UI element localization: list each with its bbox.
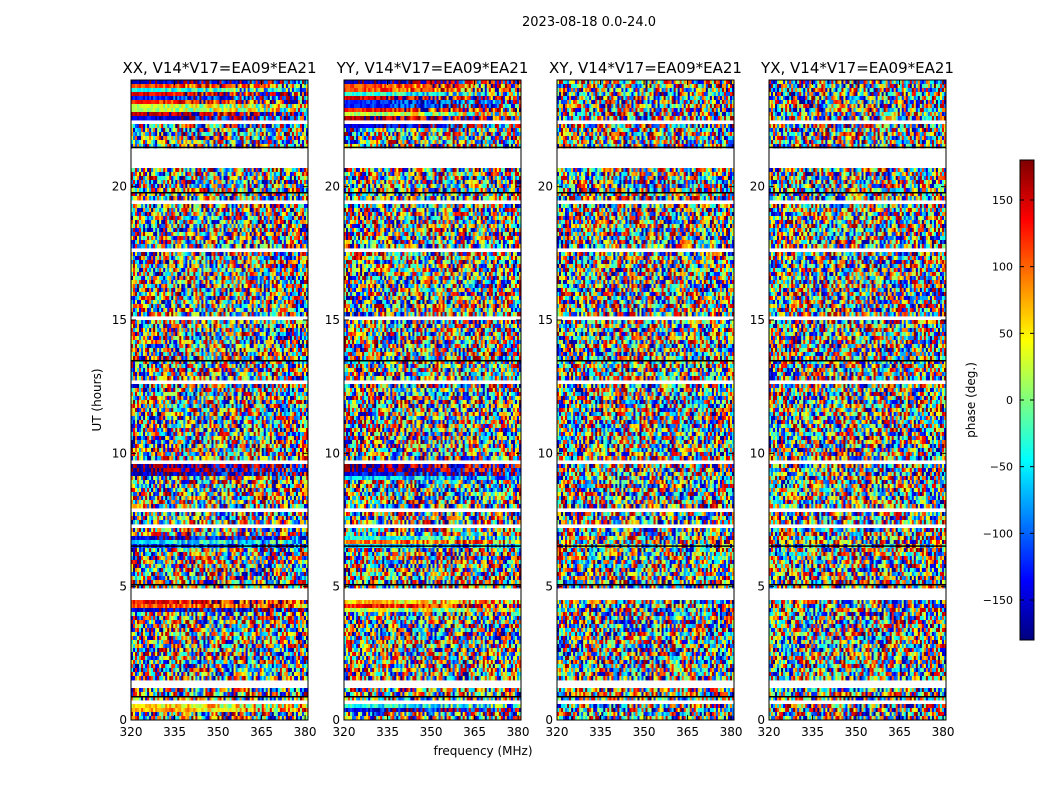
x-tick-label: 350 xyxy=(207,725,230,739)
y-tick-label: 5 xyxy=(119,580,127,594)
phase-heatmap xyxy=(557,80,734,720)
x-tick-label: 380 xyxy=(932,725,955,739)
panel-frame xyxy=(768,79,947,721)
x-axis-label: frequency (MHz) xyxy=(433,744,532,758)
y-tick-label: 15 xyxy=(112,313,127,327)
x-tick-label: 365 xyxy=(676,725,699,739)
phase-heatmap xyxy=(769,80,946,720)
colorbar-tick-label: 150 xyxy=(992,194,1013,207)
x-tick-label: 380 xyxy=(507,725,530,739)
x-tick-label: 320 xyxy=(333,725,356,739)
y-tick-label: 0 xyxy=(119,713,127,727)
y-tick-label: 0 xyxy=(332,713,340,727)
y-tick-label: 20 xyxy=(538,180,553,194)
x-tick-label: 380 xyxy=(720,725,743,739)
colorbar-tick-label: −100 xyxy=(983,527,1013,540)
panel-frame xyxy=(130,79,309,721)
panel-title: YY, V14*V17=EA09*EA21 xyxy=(336,59,529,77)
x-tick-label: 335 xyxy=(801,725,824,739)
x-tick-label: 335 xyxy=(163,725,186,739)
colorbar-tick-label: 50 xyxy=(999,327,1013,340)
phase-heatmap xyxy=(131,80,308,720)
x-tick-label: 350 xyxy=(420,725,443,739)
phase-heatmap xyxy=(344,80,521,720)
x-tick-label: 365 xyxy=(888,725,911,739)
colorbar-label: phase (deg.) xyxy=(964,362,978,438)
colorbar: 150 100 50 0 −50 −100 −150 phase (deg.) xyxy=(964,159,1035,641)
x-tick-label: 365 xyxy=(463,725,486,739)
y-tick-label: 20 xyxy=(325,180,340,194)
y-tick-label: 10 xyxy=(750,446,765,460)
y-tick-label: 15 xyxy=(538,313,553,327)
panel-title: XX, V14*V17=EA09*EA21 xyxy=(122,59,316,77)
panel-frame xyxy=(343,79,522,721)
panel-title: XY, V14*V17=EA09*EA21 xyxy=(549,59,742,77)
x-tick-label: 335 xyxy=(376,725,399,739)
figure-suptitle: 2023-08-18 0.0-24.0 xyxy=(522,15,656,30)
x-tick-label: 320 xyxy=(758,725,781,739)
colorbar-tick-label: −150 xyxy=(983,594,1013,607)
y-tick-label: 15 xyxy=(325,313,340,327)
x-tick-label: 380 xyxy=(294,725,317,739)
panel-title: YX, V14*V17=EA09*EA21 xyxy=(760,59,954,77)
y-tick-label: 0 xyxy=(545,713,553,727)
y-tick-label: 0 xyxy=(757,713,765,727)
y-tick-label: 10 xyxy=(112,446,127,460)
x-tick-label: 320 xyxy=(546,725,569,739)
panel-2: YY, V14*V17=EA09*EA21 320 335 350 365 380 0 5 10… xyxy=(325,59,530,739)
y-tick-label: 20 xyxy=(112,180,127,194)
panels: XX, V14*V17=EA09*EA21 320 335 350 365 380 0 5 10… xyxy=(112,59,955,739)
x-tick-label: 350 xyxy=(633,725,656,739)
x-tick-label: 320 xyxy=(120,725,143,739)
x-tick-label: 350 xyxy=(845,725,868,739)
y-tick-label: 5 xyxy=(332,580,340,594)
y-tick-label: 15 xyxy=(750,313,765,327)
panel-1: XX, V14*V17=EA09*EA21 320 335 350 365 380 0 5 10… xyxy=(112,59,317,739)
panel-3: XY, V14*V17=EA09*EA21 320 335 350 365 380 0 5 10… xyxy=(538,59,743,739)
x-tick-label: 365 xyxy=(250,725,273,739)
y-tick-label: 10 xyxy=(325,446,340,460)
panel-4: YX, V14*V17=EA09*EA21 320 335 350 365 380 0 5 10… xyxy=(750,59,955,739)
x-tick-label: 335 xyxy=(589,725,612,739)
colorbar-ticks: 150 100 50 0 −50 −100 −150 xyxy=(983,194,1034,607)
y-tick-label: 5 xyxy=(757,580,765,594)
colorbar-tick-label: 100 xyxy=(992,261,1013,274)
colorbar-tick-label: 0 xyxy=(1006,394,1013,407)
y-tick-label: 20 xyxy=(750,180,765,194)
y-axis-label: UT (hours) xyxy=(90,368,104,431)
colorbar-tick-label: −50 xyxy=(990,461,1013,474)
panel-frame xyxy=(556,79,735,721)
y-tick-label: 5 xyxy=(545,580,553,594)
y-tick-label: 10 xyxy=(538,446,553,460)
